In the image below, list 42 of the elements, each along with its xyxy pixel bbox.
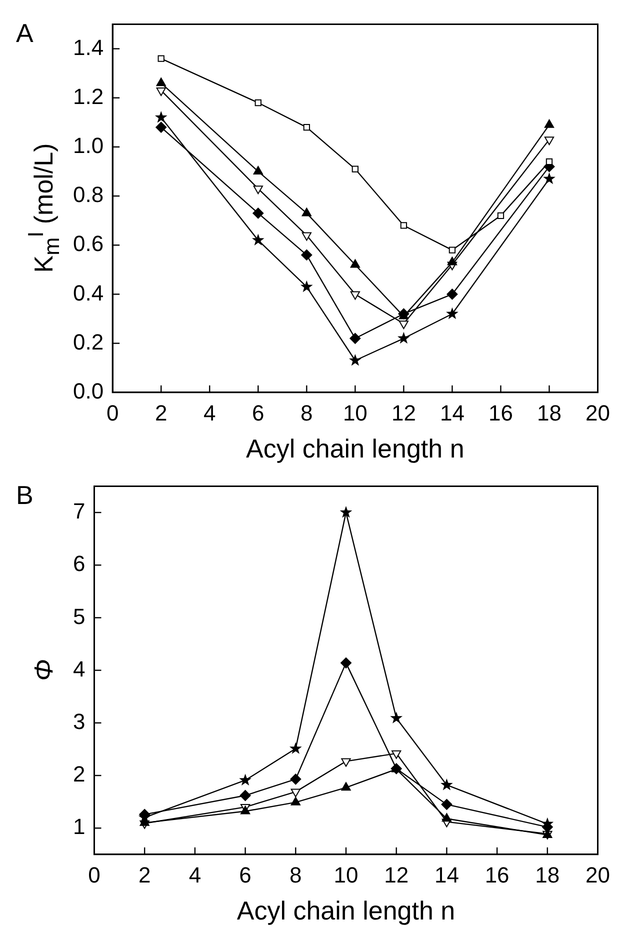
x-axis-title: Acyl chain length n: [236, 896, 456, 926]
y-tick-label: 2: [72, 762, 86, 787]
x-tick-label: 14: [434, 862, 459, 888]
y-tick-label: 1.0: [72, 132, 104, 158]
x-tick-label: 20: [586, 400, 610, 426]
x-tick-label: 16: [484, 862, 510, 888]
y-tick-label: 0.8: [72, 182, 104, 208]
y-tick-label: 3: [72, 708, 86, 734]
x-tick-label: 0: [88, 862, 100, 888]
x-tick-label: 18: [535, 862, 560, 888]
x-tick-label: 8: [300, 400, 313, 426]
x-tick-label: 12: [391, 400, 416, 426]
x-tick-label: 6: [239, 862, 252, 888]
text: A: [16, 18, 34, 48]
y-tick-label: 1: [72, 814, 86, 840]
y-tick-label: 0.0: [72, 378, 104, 404]
x-tick-label: 14: [440, 400, 464, 426]
y-tick-label: 1.4: [72, 34, 104, 60]
y-tick-label: 5: [72, 604, 86, 629]
x-tick-label: 6: [252, 400, 264, 426]
x-tick-label: 12: [384, 862, 409, 888]
x-tick-label: 18: [537, 400, 562, 426]
y-axis-title: Φ: [28, 659, 60, 681]
x-tick-label: 2: [138, 862, 151, 888]
x-axis-title: Acyl chain length n: [246, 434, 464, 464]
x-tick-label: 4: [203, 400, 216, 426]
y-tick-label: 7: [72, 498, 86, 524]
y-tick-label: 1.2: [72, 84, 104, 109]
y-tick-label: 6: [72, 551, 86, 576]
x-tick-label: 10: [342, 400, 368, 426]
text: B: [16, 480, 34, 510]
x-tick-label: 10: [334, 862, 358, 888]
y-tick-label: 0.4: [72, 280, 104, 306]
x-tick-label: 8: [290, 862, 302, 888]
y-tick-label: 0.6: [72, 231, 104, 256]
x-tick-label: 16: [488, 400, 513, 426]
x-tick-label: 4: [188, 862, 202, 888]
x-tick-label: 20: [586, 862, 610, 888]
x-tick-label: 0: [106, 400, 119, 426]
y-tick-label: 4: [72, 656, 86, 682]
x-tick-label: 2: [154, 400, 168, 426]
y-tick-label: 0.2: [72, 329, 104, 354]
